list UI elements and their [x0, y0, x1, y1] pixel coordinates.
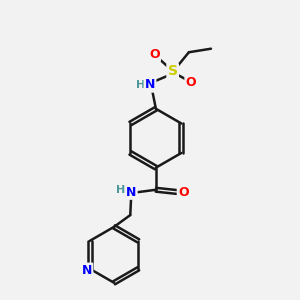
- Text: H: H: [136, 80, 145, 90]
- Text: S: S: [168, 64, 178, 78]
- Text: N: N: [145, 78, 155, 92]
- Text: O: O: [186, 76, 196, 89]
- Text: N: N: [126, 186, 136, 199]
- Text: H: H: [116, 185, 125, 195]
- Text: O: O: [149, 48, 160, 61]
- Text: O: O: [178, 186, 189, 199]
- Text: N: N: [82, 264, 92, 277]
